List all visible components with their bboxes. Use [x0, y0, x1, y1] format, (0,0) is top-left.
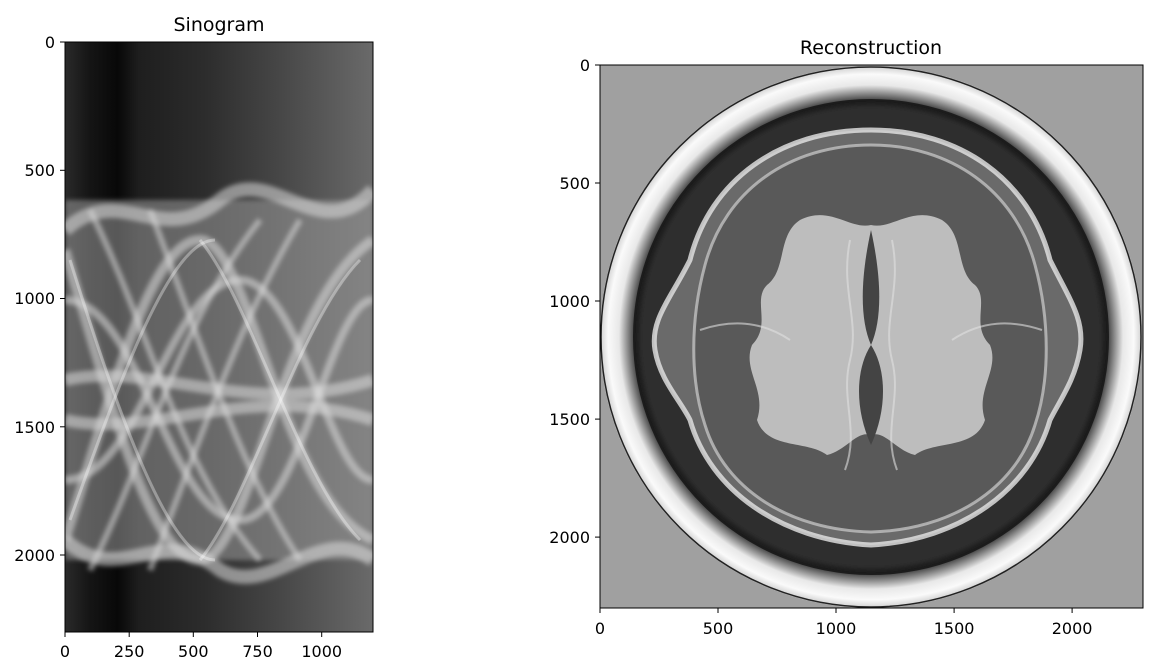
sinogram-image	[65, 42, 373, 632]
sinogram-ytick-label: 2000	[14, 546, 55, 565]
sinogram-xtick-label: 1000	[301, 642, 342, 661]
reconstruction-xtick-label: 2000	[1052, 619, 1093, 638]
sinogram-ytick-label: 0	[45, 33, 55, 52]
reconstruction-ytick-label: 2000	[549, 528, 590, 547]
reconstruction-xtick-label: 1500	[934, 619, 975, 638]
sinogram-xtick-label: 0	[60, 642, 70, 661]
reconstruction-ytick-label: 0	[580, 56, 590, 75]
sinogram-x-axis: 0 250 500 750 1000	[60, 632, 342, 661]
reconstruction-ytick-label: 500	[559, 174, 590, 193]
sinogram-ytick-label: 1500	[14, 418, 55, 437]
reconstruction-panel: Reconstruction	[549, 37, 1143, 638]
sinogram-ytick-label: 1000	[14, 289, 55, 308]
sinogram-y-axis: 0 500 1000 1500 2000	[14, 33, 65, 565]
sinogram-xtick-label: 250	[114, 642, 145, 661]
reconstruction-x-axis: 0 500 1000 1500 2000	[595, 608, 1093, 638]
reconstruction-title: Reconstruction	[800, 37, 942, 59]
sinogram-xtick-label: 750	[242, 642, 273, 661]
sinogram-title: Sinogram	[173, 14, 264, 36]
reconstruction-xtick-label: 0	[595, 619, 605, 638]
reconstruction-ytick-label: 1500	[549, 410, 590, 429]
reconstruction-ytick-label: 1000	[549, 292, 590, 311]
reconstruction-xtick-label: 1000	[816, 619, 857, 638]
reconstruction-image	[600, 65, 1143, 608]
sinogram-xtick-label: 500	[178, 642, 209, 661]
reconstruction-xtick-label: 500	[703, 619, 734, 638]
reconstruction-y-axis: 0 500 1000 1500 2000	[549, 56, 600, 547]
sinogram-panel: Sinogram	[14, 14, 373, 661]
sinogram-ytick-label: 500	[24, 161, 55, 180]
